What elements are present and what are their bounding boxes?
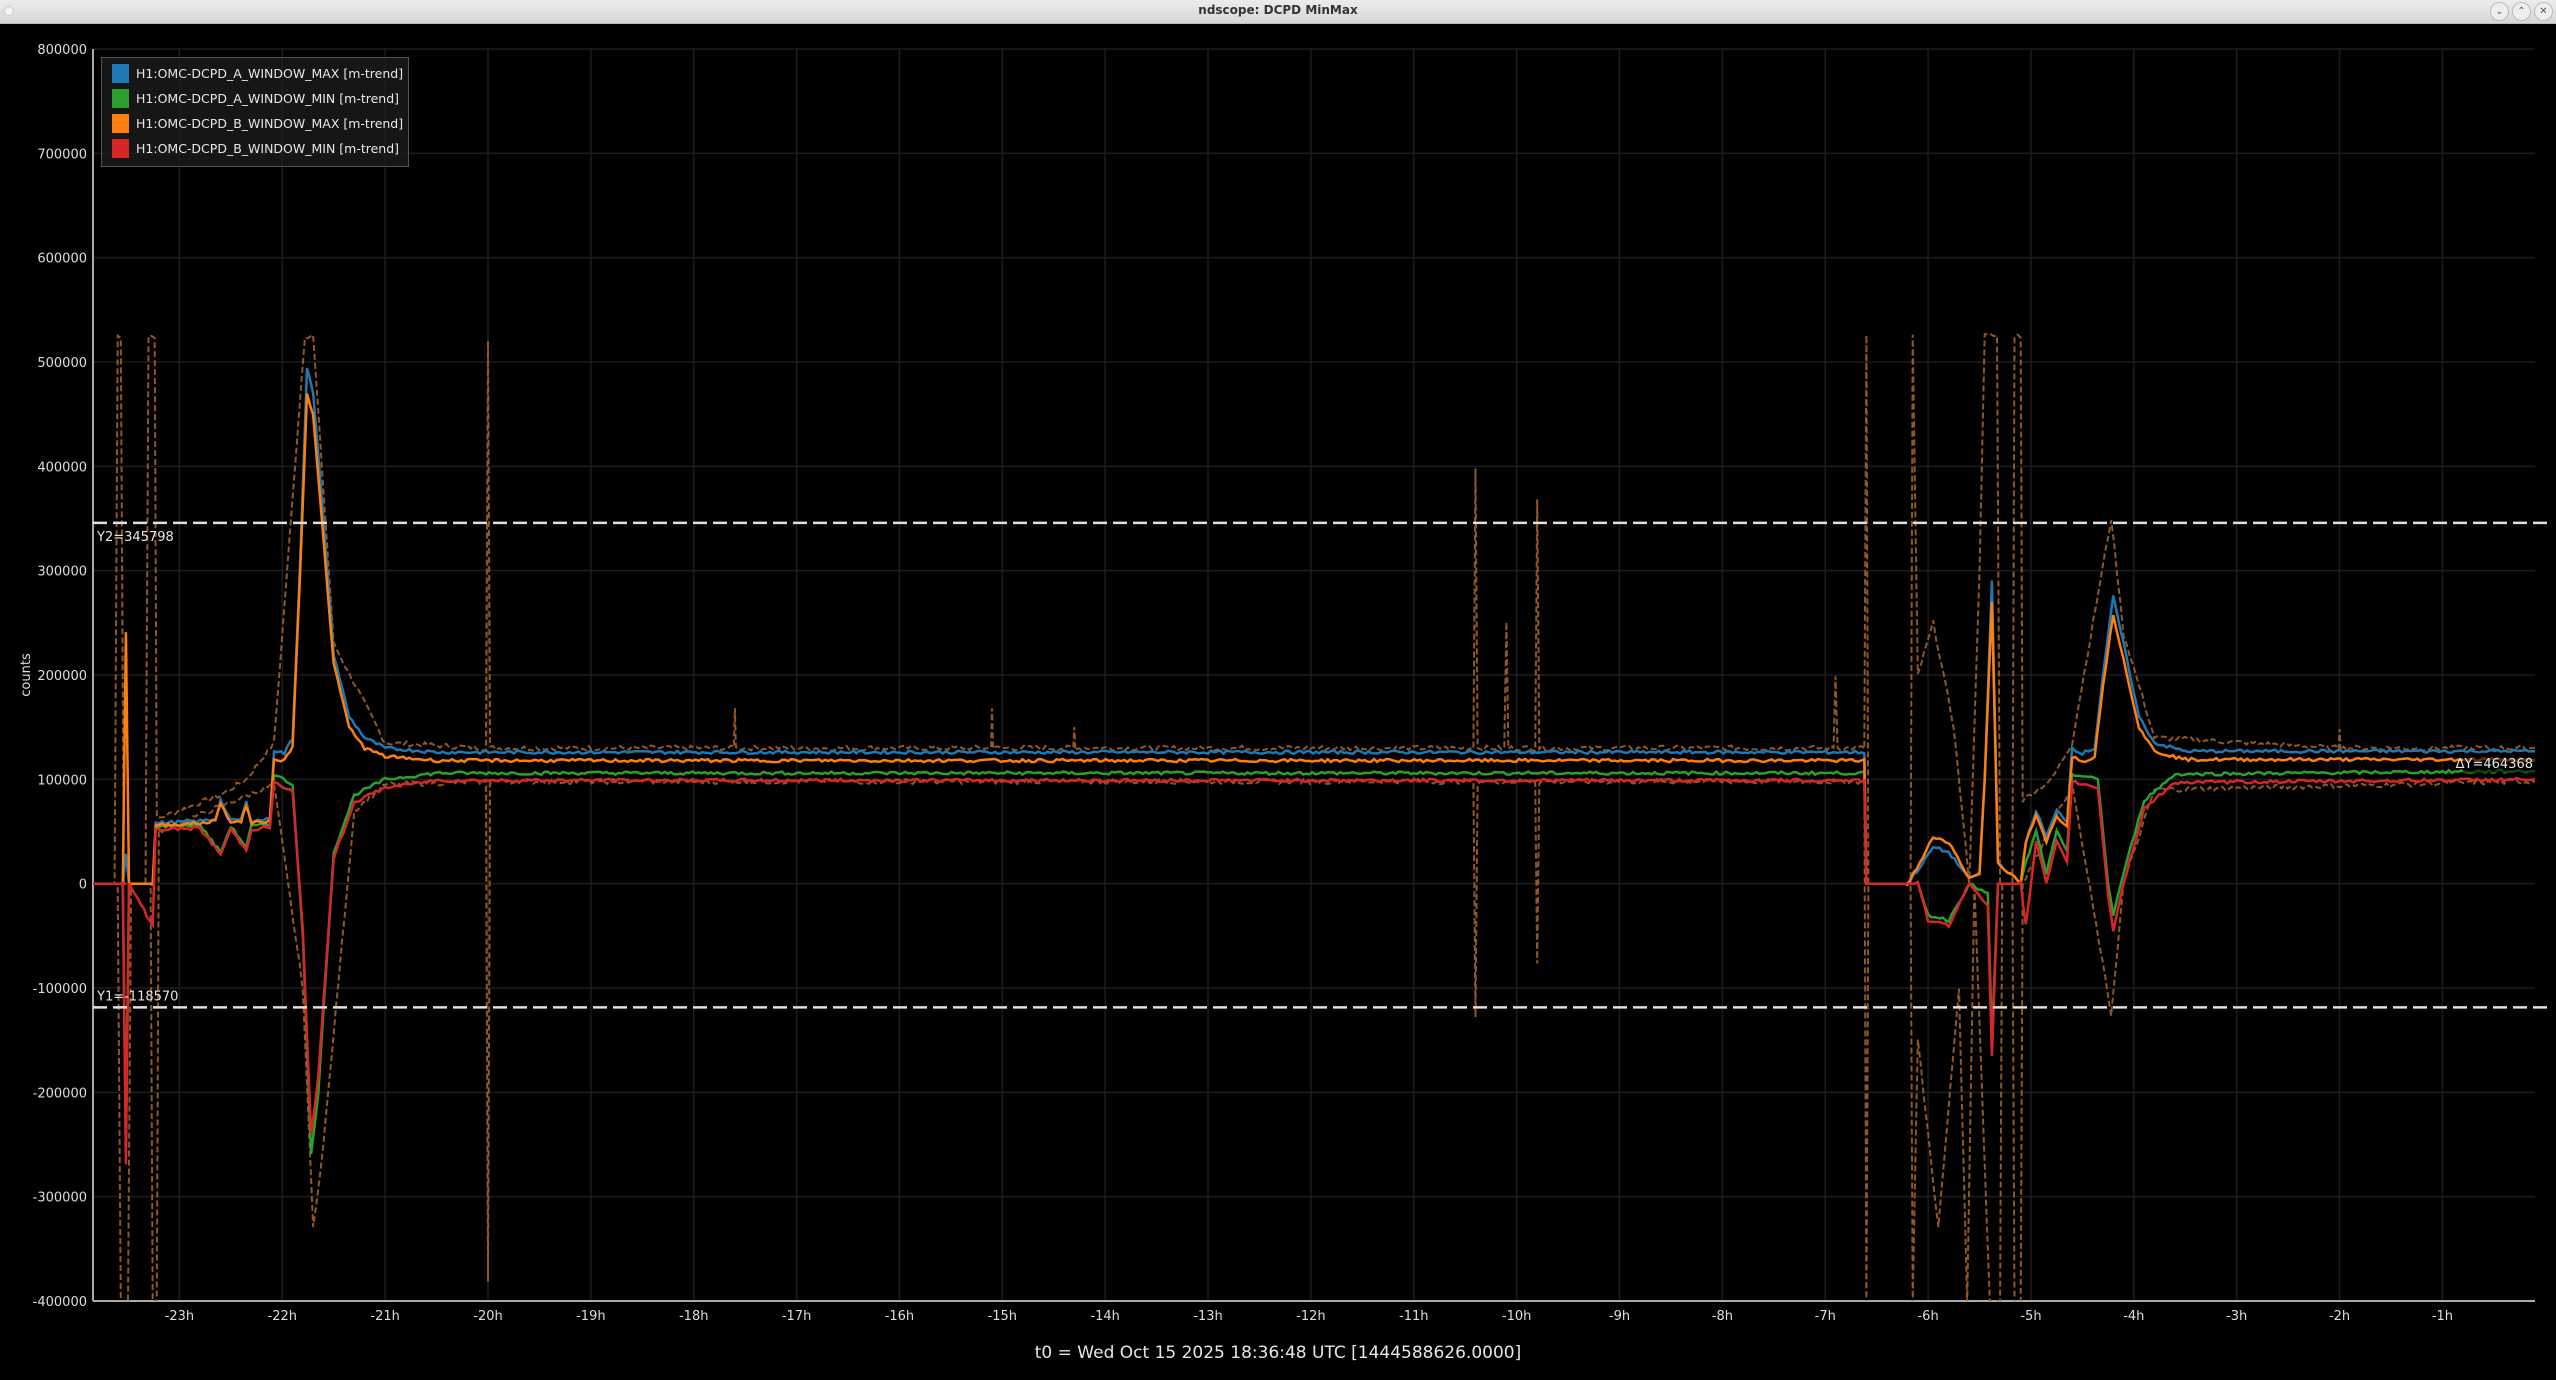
legend-item[interactable]: H1:OMC-DCPD_A_WINDOW_MIN [m-trend] xyxy=(112,88,399,108)
legend-item[interactable]: H1:OMC-DCPD_B_WINDOW_MIN [m-trend] xyxy=(112,138,399,158)
series-line-3 xyxy=(93,776,2535,1165)
x-tick-label: -17h xyxy=(782,1309,811,1324)
close-button[interactable]: ✕ xyxy=(2534,2,2553,21)
x-tick-label: -18h xyxy=(679,1309,708,1324)
legend-swatch xyxy=(112,138,129,158)
x-tick-label: -8h xyxy=(1712,1309,1733,1324)
y-tick-label: 400000 xyxy=(37,460,87,475)
x-tick-label: -20h xyxy=(473,1309,502,1324)
y-tick-label: -400000 xyxy=(33,1295,87,1310)
envelope-max-line xyxy=(93,333,2535,887)
window-titlebar: ndscope: DCPD MinMax ⌄ ⌃ ✕ xyxy=(0,0,2556,24)
x-tick-label: -22h xyxy=(268,1309,297,1324)
series-line-0 xyxy=(93,367,2535,888)
legend-swatch xyxy=(112,113,129,133)
legend-label: H1:OMC-DCPD_B_WINDOW_MIN [m-trend] xyxy=(136,140,400,156)
x-tick-label: -10h xyxy=(1502,1309,1531,1324)
maximize-button[interactable]: ⌃ xyxy=(2512,2,2531,21)
x-tick-label: -11h xyxy=(1399,1309,1428,1324)
x-tick-label: -1h xyxy=(2432,1309,2453,1324)
legend-swatch xyxy=(112,63,129,83)
x-tick-label: -4h xyxy=(2123,1309,2144,1324)
legend-swatch xyxy=(112,88,129,108)
y-tick-label: -100000 xyxy=(33,982,87,997)
legend-item[interactable]: H1:OMC-DCPD_A_WINDOW_MAX [m-trend] xyxy=(112,63,403,83)
x-tick-label: -13h xyxy=(1193,1309,1222,1324)
x-tick-label: -2h xyxy=(2329,1309,2350,1324)
y-tick-label: 100000 xyxy=(37,773,87,788)
x-tick-label: -19h xyxy=(576,1309,605,1324)
t0-label: t0 = Wed Oct 15 2025 18:36:48 UTC [14445… xyxy=(1034,1343,1522,1363)
x-tick-label: -5h xyxy=(2020,1309,2041,1324)
series-group xyxy=(93,333,2535,1301)
legend-label: H1:OMC-DCPD_A_WINDOW_MIN [m-trend] xyxy=(136,90,400,106)
envelope-min-line xyxy=(93,777,2535,1301)
x-tick-label: -6h xyxy=(1917,1309,1938,1324)
window-title: ndscope: DCPD MinMax xyxy=(1198,3,1358,17)
legend-item[interactable]: H1:OMC-DCPD_B_WINDOW_MAX [m-trend] xyxy=(112,113,403,133)
y-axis-label: counts xyxy=(19,653,34,697)
x-tick-label: -3h xyxy=(2226,1309,2247,1324)
y-tick-label: 600000 xyxy=(37,252,87,267)
y-tick-label: -300000 xyxy=(33,1191,87,1206)
cursor-dy-label: ΔY=464368 xyxy=(2456,757,2533,772)
minimize-button[interactable]: ⌄ xyxy=(2490,2,2509,21)
x-tick-label: -23h xyxy=(165,1309,194,1324)
x-tick-label: -7h xyxy=(1815,1309,1836,1324)
legend-label: H1:OMC-DCPD_A_WINDOW_MAX [m-trend] xyxy=(136,65,404,81)
y-tick-label: 0 xyxy=(79,878,87,893)
y-tick-label: 300000 xyxy=(37,565,87,580)
x-tick-label: -9h xyxy=(1609,1309,1630,1324)
x-tick-label: -12h xyxy=(1296,1309,1325,1324)
cursor-dy-label-bg xyxy=(2463,752,2535,773)
cursor-y1-label: Y1=-118570 xyxy=(96,989,178,1004)
x-tick-label: -21h xyxy=(370,1309,399,1324)
window-menu-icon[interactable] xyxy=(4,6,14,16)
legend: H1:OMC-DCPD_A_WINDOW_MAX [m-trend] H1:OM… xyxy=(101,57,409,167)
x-tick-label: -14h xyxy=(1090,1309,1119,1324)
series-line-1 xyxy=(93,768,2535,1155)
x-tick-label: -15h xyxy=(988,1309,1017,1324)
series-line-2 xyxy=(93,393,2535,888)
cursor-y2-label: Y2=345798 xyxy=(96,530,174,545)
y-tick-label: -200000 xyxy=(33,1086,87,1101)
y-tick-label: 500000 xyxy=(37,356,87,371)
plot-canvas[interactable]: -23h -22h -21h -20h -19h -18h -17h -16h -15h -14h… xyxy=(0,24,2556,1344)
x-tick-label: -16h xyxy=(885,1309,914,1324)
y-tick-label: 200000 xyxy=(37,669,87,684)
legend-label: H1:OMC-DCPD_B_WINDOW_MAX [m-trend] xyxy=(136,115,404,131)
y-tick-label: 800000 xyxy=(37,43,87,58)
y-tick-label: 700000 xyxy=(37,147,87,162)
